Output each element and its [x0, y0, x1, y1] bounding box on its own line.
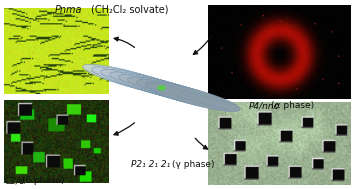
Circle shape — [158, 86, 165, 90]
Polygon shape — [101, 69, 196, 99]
Text: C2/c: C2/c — [4, 176, 24, 185]
Polygon shape — [127, 77, 222, 106]
Polygon shape — [92, 67, 187, 96]
Polygon shape — [137, 80, 231, 109]
Text: P4/nnc: P4/nnc — [248, 101, 279, 110]
Polygon shape — [119, 74, 213, 104]
Text: (γ phase): (γ phase) — [172, 160, 215, 169]
Text: P2₁ 2₁ 2₁: P2₁ 2₁ 2₁ — [131, 160, 171, 169]
Polygon shape — [83, 64, 178, 94]
Text: Pnma: Pnma — [55, 5, 82, 15]
Text: (α phase): (α phase) — [271, 101, 313, 110]
Polygon shape — [110, 72, 204, 101]
Text: (CH₂Cl₂ solvate): (CH₂Cl₂ solvate) — [91, 5, 168, 15]
Polygon shape — [146, 82, 240, 112]
Text: (δ phase): (δ phase) — [22, 176, 65, 185]
